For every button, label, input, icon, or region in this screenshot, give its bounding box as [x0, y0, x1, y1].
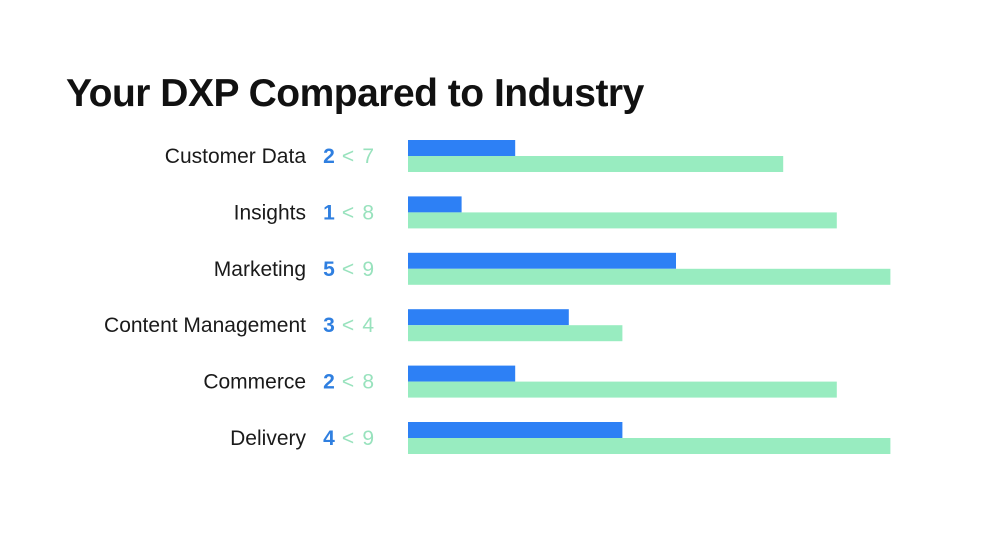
your-value-label: 2	[323, 371, 335, 394]
industry-bar	[408, 325, 623, 342]
your-dxp-bar	[408, 252, 676, 269]
your-dxp-bar	[408, 196, 462, 213]
industry-value-label: 8	[362, 371, 374, 394]
your-dxp-bar	[408, 365, 516, 382]
industry-bar	[408, 381, 837, 398]
your-value-label: 1	[323, 201, 335, 224]
category-label: Commerce	[203, 371, 306, 394]
comparison-symbol: <	[342, 145, 354, 168]
category-label: Customer Data	[165, 145, 307, 168]
industry-bar	[408, 212, 837, 229]
category-label: Marketing	[214, 258, 306, 281]
your-value-label: 2	[323, 145, 335, 168]
category-label: Content Management	[104, 314, 306, 337]
industry-value-label: 9	[362, 258, 374, 281]
your-dxp-bar	[408, 140, 516, 156]
comparison-symbol: <	[342, 201, 354, 224]
industry-value-label: 7	[362, 145, 374, 168]
industry-value-label: 4	[362, 314, 374, 337]
industry-value-label: 8	[362, 201, 374, 224]
chart-title: Your DXP Compared to Industry	[66, 72, 644, 115]
comparison-symbol: <	[342, 371, 354, 394]
your-value-label: 5	[323, 258, 335, 281]
comparison-symbol: <	[342, 258, 354, 281]
comparison-symbol: <	[342, 314, 354, 337]
your-value-label: 3	[323, 314, 335, 337]
industry-bar	[408, 438, 891, 454]
your-dxp-bar	[408, 309, 569, 326]
industry-value-label: 9	[362, 427, 374, 450]
category-label: Delivery	[230, 427, 306, 450]
industry-bar	[408, 156, 784, 172]
industry-bar	[408, 268, 891, 285]
your-dxp-bar	[408, 422, 623, 438]
your-value-label: 4	[323, 427, 335, 450]
category-label: Insights	[234, 201, 306, 224]
comparison-symbol: <	[342, 427, 354, 450]
